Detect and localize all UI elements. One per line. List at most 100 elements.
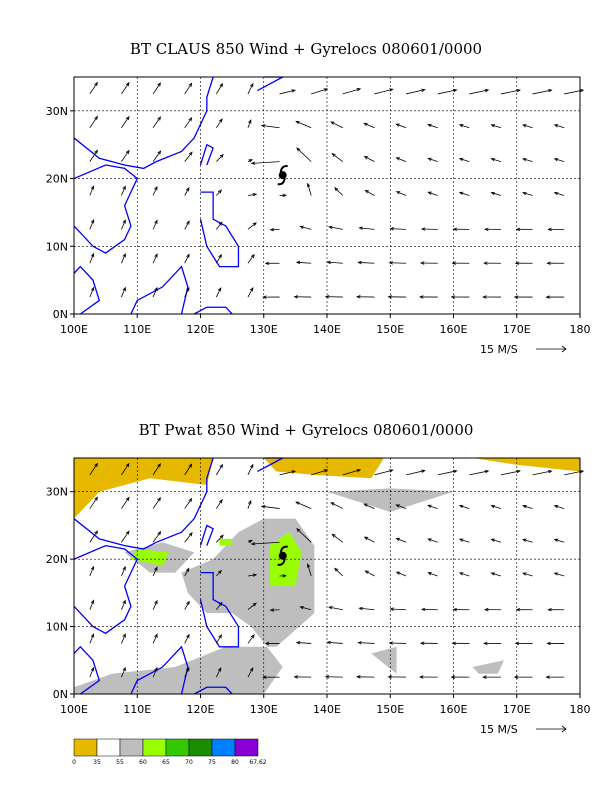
y-tick-label: 30N: [46, 486, 68, 499]
coast-line: [194, 307, 232, 314]
x-tick-label: 150E: [376, 703, 404, 716]
grid: [74, 77, 580, 314]
wind-vector: [406, 471, 425, 475]
wind-vector: [365, 156, 375, 161]
colorbar-label: 70: [185, 759, 193, 766]
colorbar-label: 65: [162, 759, 170, 766]
coast-line: [201, 192, 239, 266]
wind-vector: [216, 119, 222, 128]
wind-vector: [216, 500, 222, 509]
wind-vector: [331, 122, 343, 128]
x-tick-label: 160E: [440, 323, 468, 336]
colorbar-swatch: [74, 739, 97, 756]
wind-vector: [90, 117, 98, 128]
wet-core: [219, 539, 232, 546]
x-tick-label: 120E: [187, 703, 215, 716]
moist-region: [371, 647, 396, 674]
x-tick-label: 100E: [60, 323, 88, 336]
wind-vector: [90, 83, 98, 94]
wind-vectors: [90, 83, 583, 299]
wind-vector: [335, 568, 343, 576]
x-tick-label: 130E: [250, 703, 278, 716]
wind-vector: [185, 254, 189, 263]
wind-vector: [331, 503, 343, 509]
wind-vector: [335, 188, 343, 196]
wind-vector: [248, 223, 256, 230]
y-tick-label: 20N: [46, 553, 68, 566]
wind-vector: [185, 602, 189, 610]
wind-vector: [364, 123, 374, 127]
wind-vector: [153, 498, 160, 509]
colorbar-label: 67.62: [249, 759, 266, 766]
x-tick-label: 150E: [376, 323, 404, 336]
wind-vector: [358, 643, 374, 644]
wind-vector: [185, 118, 192, 128]
dry-region: [264, 458, 384, 478]
wind-vector: [332, 534, 343, 542]
wind-vector: [358, 262, 374, 263]
wind-vector: [406, 90, 425, 94]
panel2-title: BT Pwat 850 Wind + Gyrelocs 080601/0000: [0, 421, 612, 439]
wind-vector: [365, 537, 375, 542]
wind-vector: [216, 635, 221, 643]
colorbar-label: 60: [139, 759, 147, 766]
wind-vector: [365, 190, 374, 195]
wind-vector: [252, 162, 280, 164]
wind-vector: [121, 497, 129, 508]
x-tick-label: 160E: [440, 703, 468, 716]
reference-vector: 15 M/S: [480, 343, 566, 356]
colorbar-label: 55: [116, 759, 124, 766]
colorbar-label: 80: [231, 759, 239, 766]
wind-vector: [185, 533, 192, 542]
x-tick-label: 130E: [250, 323, 278, 336]
x-tick-label: 110E: [123, 323, 151, 336]
wind-vector: [216, 84, 222, 94]
wind-vector: [153, 83, 160, 94]
x-tick-label: 120E: [187, 323, 215, 336]
x-tick-label: 170E: [503, 323, 531, 336]
reference-vector-label: 15 M/S: [480, 723, 518, 736]
x-tick-label: 140E: [313, 323, 341, 336]
colorbar-label: 35: [93, 759, 101, 766]
x-tick-label: 110E: [123, 703, 151, 716]
colorbar: 0 35 55 60 65 70 75 80 67.62: [72, 739, 267, 766]
wind-vector: [296, 121, 311, 127]
colorbar-label: 75: [208, 759, 216, 766]
wind-vector: [248, 84, 253, 94]
wind-vector: [121, 117, 129, 128]
wind-vector: [185, 499, 192, 509]
wind-vector: [365, 571, 374, 576]
wind-vector: [248, 288, 253, 297]
wind-vector: [390, 229, 406, 230]
colorbar-label: 0: [72, 759, 76, 766]
coast-line: [201, 145, 214, 165]
gyre-center: [279, 171, 287, 179]
reference-vector-label: 15 M/S: [480, 343, 518, 356]
x-tick-label: 100E: [60, 703, 88, 716]
wind-vector: [185, 83, 192, 94]
wind-vector: [248, 255, 254, 264]
colorbar-swatch: [143, 739, 166, 756]
colorbar-swatch: [212, 739, 235, 756]
wind-vector: [216, 465, 222, 475]
colorbar-swatch: [97, 739, 120, 756]
wind-vector: [153, 117, 160, 128]
wind-vector: [296, 502, 311, 508]
wind-vector: [216, 155, 223, 162]
gyre-symbol: [278, 166, 288, 184]
y-tick-label: 0N: [53, 308, 68, 321]
colorbar-swatch: [189, 739, 212, 756]
grid: [74, 458, 580, 694]
y-tick-label: 0N: [53, 688, 68, 701]
x-tick-label: 170E: [503, 703, 531, 716]
wind-vector: [185, 221, 189, 229]
y-tick-label: 10N: [46, 240, 68, 253]
wind-vector: [216, 288, 221, 297]
x-tick-label: 180: [570, 703, 591, 716]
dry-region: [472, 458, 580, 471]
coast-line: [74, 267, 99, 314]
colorbar-swatch: [166, 739, 189, 756]
colorbar-swatch: [235, 739, 258, 756]
wind-vector: [390, 609, 406, 610]
moist-region: [472, 660, 504, 673]
